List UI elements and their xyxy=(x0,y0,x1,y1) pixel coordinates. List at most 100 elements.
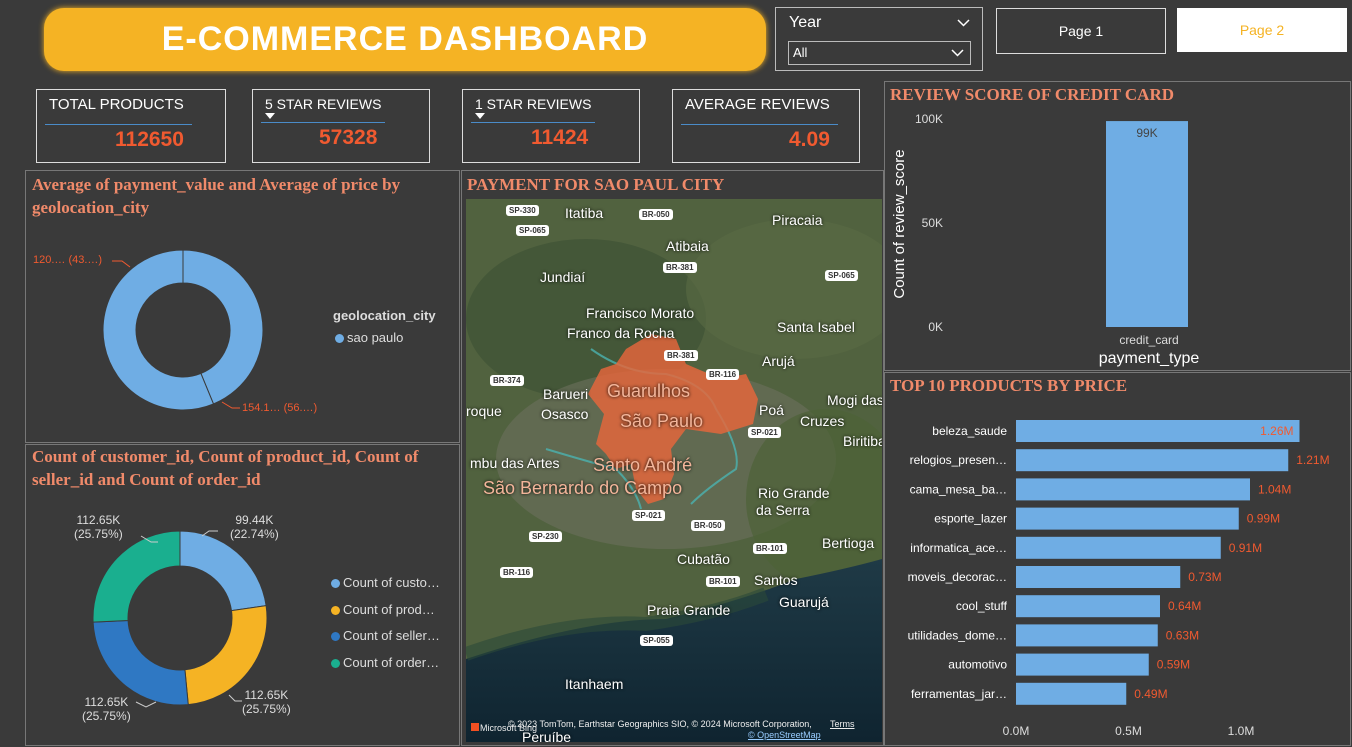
map-place-label: Atibaia xyxy=(666,238,709,254)
review-chart: 0K 50K 100K 99K credit_card payment_type Count… xyxy=(891,112,1200,367)
map-place-label: Peruíbe xyxy=(522,729,572,742)
bar-esporte_lazer[interactable] xyxy=(1016,507,1239,530)
road-shield: SP-055 xyxy=(640,635,673,646)
page-2-label: Page 2 xyxy=(1239,22,1285,38)
category-label: utilidades_dome… xyxy=(908,628,1007,642)
bar-automotivo[interactable] xyxy=(1016,653,1149,676)
map-place-label: Guarulhos xyxy=(607,381,691,401)
label-value: 112.65K xyxy=(84,695,129,709)
map-place-label: São Bernardo do Campo xyxy=(483,478,683,498)
label-value: 99.44K xyxy=(235,513,274,527)
kpi-value: 4.09 xyxy=(789,128,830,151)
panel-title: TOP 10 PRODUCTS BY PRICE xyxy=(890,376,1128,395)
road-shield: SP-065 xyxy=(825,270,858,281)
bar-data-label: 1.21M xyxy=(1296,453,1329,467)
road-shield: BR-116 xyxy=(706,369,740,380)
map-panel: PAYMENT FOR SAO PAUL CITY Itatiba Piracai… xyxy=(461,170,884,746)
page-2-button[interactable]: Page 2 xyxy=(1177,8,1347,52)
map-place-label: Barueri xyxy=(543,386,589,402)
panel-title: PAYMENT FOR SAO PAUL CITY xyxy=(467,175,725,194)
legend-dot-icon xyxy=(335,334,344,344)
legend-dot-icon xyxy=(331,658,340,668)
y-tick-label: 100K xyxy=(915,112,943,126)
kpi-divider xyxy=(681,124,838,125)
bing-label: Microsoft Bing xyxy=(480,723,538,733)
legend-item[interactable]: sao paulo xyxy=(335,330,403,345)
road-shield: BR-050 xyxy=(691,520,725,531)
map-place-label: Praia Grande xyxy=(647,602,731,618)
bar-beleza_saude[interactable] xyxy=(1016,420,1300,442)
legend-dot-icon xyxy=(331,632,340,642)
road-shield: SP-021 xyxy=(632,510,665,521)
road-shield: SP-230 xyxy=(529,531,562,542)
map-place-label: Poá xyxy=(759,402,784,418)
page-title: E-COMMERCE DASHBOARD xyxy=(161,20,649,58)
donut2-slice-seller[interactable] xyxy=(92,619,189,706)
label-pct: (25.75%) xyxy=(82,709,131,723)
kpi-label: AVERAGE REVIEWS xyxy=(685,96,830,113)
category-label: cool_stuff xyxy=(956,599,1008,613)
bar-data-label: 0.91M xyxy=(1229,541,1262,555)
y-axis-title: Count of review_score xyxy=(891,149,908,298)
bar-cool_stuff[interactable] xyxy=(1016,595,1160,618)
label-value: 112.65K xyxy=(244,688,289,702)
map-place-label: Bertioga xyxy=(822,535,875,551)
kpi-average-reviews: AVERAGE REVIEWS 4.09 xyxy=(672,89,860,163)
map-credits: © 2023 TomTom, Earthstar Geographics SIO… xyxy=(508,719,812,729)
map-place-label: Osasco xyxy=(541,406,589,422)
map-view[interactable]: Itatiba Piracaia Atibaia Jundiaí Francisco M… xyxy=(466,199,882,742)
top10-chart: beleza_saude 1.26M relogios_presen… 1.21M ca… xyxy=(908,420,1330,738)
year-filter[interactable]: Year All xyxy=(775,7,983,71)
category-label: automotivo xyxy=(948,658,1007,672)
donut2-slice-order[interactable] xyxy=(92,530,181,623)
label-pct: (25.75%) xyxy=(242,702,291,716)
page-1-button[interactable]: Page 1 xyxy=(996,8,1166,54)
donut1-label-b: 154.1… (56.…) xyxy=(242,402,318,414)
map-canvas[interactable] xyxy=(466,199,882,742)
bar-utilidades_dome[interactable] xyxy=(1016,624,1158,647)
x-axis-title: payment_type xyxy=(1099,350,1200,367)
osm-link[interactable]: © OpenStreetMap xyxy=(748,730,821,740)
category-label: relogios_presen… xyxy=(910,453,1007,467)
year-select[interactable]: All xyxy=(788,41,971,65)
bar-ferramentas_jar[interactable] xyxy=(1016,682,1127,705)
map-place-label: Santo André xyxy=(593,455,693,475)
map-place-label: Francisco Morato xyxy=(586,305,695,321)
kpi-value: 112650 xyxy=(115,128,184,151)
review-panel: REVIEW SCORE OF CREDIT CARD 0K 50K 100K 99K… xyxy=(884,81,1351,371)
donut1-slice[interactable] xyxy=(182,249,264,405)
bar-data-label: 0.63M xyxy=(1166,628,1199,642)
bar-informatica_ace[interactable] xyxy=(1016,536,1221,559)
label-value: 112.65K xyxy=(76,513,121,527)
chevron-down-icon[interactable] xyxy=(957,19,970,27)
terms-link[interactable]: Terms xyxy=(830,719,855,729)
donut2-slice-customer[interactable] xyxy=(179,530,267,612)
legend-item[interactable]: Count of custo… xyxy=(331,570,440,597)
legend-item[interactable]: Count of order… xyxy=(331,650,440,677)
legend-item-label: Count of seller… xyxy=(343,628,440,643)
donut1-slice[interactable] xyxy=(102,249,215,411)
label-pct: (22.74%) xyxy=(230,527,279,541)
bar-credit-card[interactable] xyxy=(1106,121,1188,327)
legend-item[interactable]: Count of seller… xyxy=(331,623,440,650)
road-shield: BR-381 xyxy=(663,262,697,273)
sao-paulo-region[interactable] xyxy=(588,334,758,504)
kpi-label: TOTAL PRODUCTS xyxy=(49,96,184,113)
bar-data-label: 1.26M xyxy=(1260,424,1293,438)
category-label: moveis_decorac… xyxy=(908,570,1007,584)
bar-cama_mesa_ba[interactable] xyxy=(1016,478,1250,501)
map-place-label: Biritiba xyxy=(843,433,882,449)
kpi-value: 57328 xyxy=(319,126,378,149)
legend-item[interactable]: Count of prod… xyxy=(331,597,440,624)
bar-relogios_presen[interactable] xyxy=(1016,449,1289,472)
bar-moveis_decorac[interactable] xyxy=(1016,566,1181,588)
page-1-label: Page 1 xyxy=(1058,23,1104,39)
map-place-label: Itatiba xyxy=(565,205,604,221)
panel-title: Count of customer_id, Count of product_i… xyxy=(32,447,419,489)
caret-down-icon xyxy=(475,113,485,119)
road-shield: BR-101 xyxy=(753,543,787,554)
map-place-label: São Paulo xyxy=(620,411,704,431)
map-place-label: da Serra xyxy=(756,502,810,518)
bar-data-label: 99K xyxy=(1136,126,1157,140)
map-place-label: Piracaia xyxy=(772,212,823,228)
